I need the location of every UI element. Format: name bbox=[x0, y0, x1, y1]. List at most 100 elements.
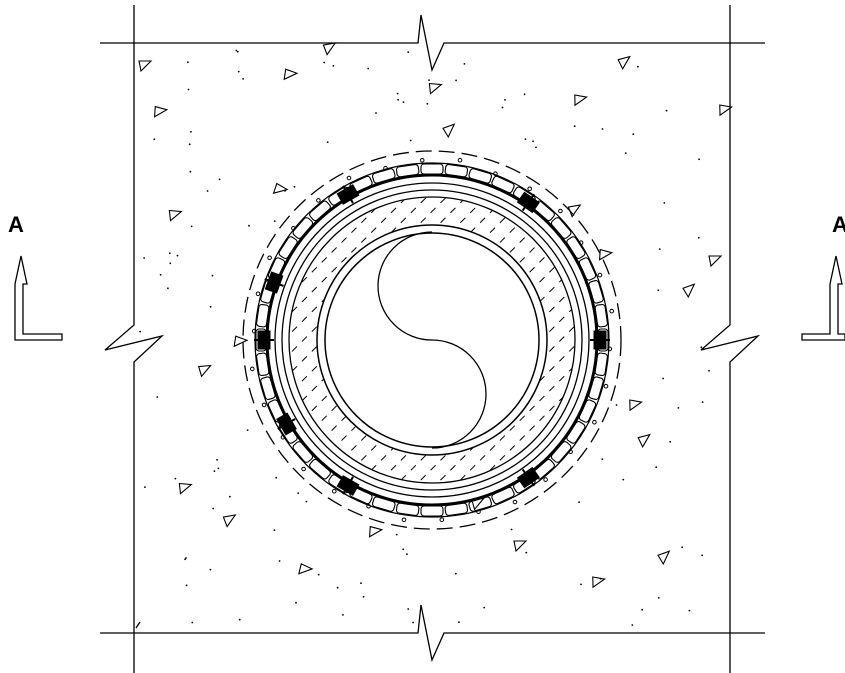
aggregate-speck bbox=[217, 467, 220, 470]
aggregate-speck bbox=[501, 106, 504, 109]
core-drill-outline bbox=[242, 150, 622, 530]
aggregate-speck bbox=[190, 225, 193, 228]
break-line-icon bbox=[700, 5, 761, 673]
aggregate-speck bbox=[535, 146, 537, 149]
aggregate-speck bbox=[624, 152, 627, 155]
sealant-dot bbox=[261, 402, 267, 408]
aggregate-speck bbox=[218, 178, 221, 181]
clamp bbox=[516, 466, 540, 489]
aggregate-stone bbox=[719, 104, 734, 117]
aggregate-stone bbox=[617, 55, 631, 70]
aggregate-speck bbox=[402, 548, 405, 551]
pipe-penetration bbox=[242, 150, 622, 530]
aggregate-speck bbox=[144, 486, 146, 488]
aggregate-speck bbox=[248, 224, 250, 227]
break-line-icon bbox=[104, 5, 165, 673]
aggregate-speck bbox=[504, 99, 506, 101]
clamp bbox=[264, 271, 284, 294]
sealant-dot bbox=[592, 419, 597, 425]
aggregate-speck bbox=[524, 138, 527, 141]
aggregate-stone bbox=[138, 60, 153, 73]
sealant-dot bbox=[346, 175, 352, 181]
section-marker-left: A bbox=[8, 212, 63, 341]
break-line-icon bbox=[100, 604, 765, 663]
sealant-dot bbox=[597, 272, 603, 278]
aggregate-speck bbox=[211, 274, 214, 277]
aggregate-speck bbox=[395, 533, 398, 536]
aggregate-speck bbox=[662, 377, 664, 380]
section-arrow-icon bbox=[14, 255, 63, 341]
aggregate-speck bbox=[159, 273, 162, 276]
clamp bbox=[276, 412, 297, 436]
aggregate-speck bbox=[367, 67, 370, 70]
clamp bbox=[590, 330, 610, 350]
aggregate-speck bbox=[641, 608, 644, 611]
aggregate-speck bbox=[580, 583, 582, 586]
aggregate-speck bbox=[688, 609, 691, 612]
aggregate-stone bbox=[168, 209, 183, 222]
aggregate-stone bbox=[637, 433, 651, 448]
aggregate-speck bbox=[510, 528, 513, 531]
aggregate-speck bbox=[681, 546, 684, 549]
sealant-dot bbox=[301, 466, 306, 472]
aggregate-speck bbox=[168, 252, 171, 255]
pipe-inner-wall bbox=[324, 232, 540, 448]
aggregate-speck bbox=[326, 141, 329, 144]
aggregate-stone bbox=[657, 550, 671, 566]
section-marker-right: A bbox=[801, 212, 845, 341]
clamp bbox=[336, 184, 360, 205]
aggregate-speck bbox=[615, 404, 618, 406]
aggregate-stone bbox=[629, 399, 644, 412]
clamp bbox=[254, 330, 274, 350]
aggregate-stone bbox=[442, 123, 456, 139]
aggregate-speck bbox=[525, 551, 528, 554]
aggregate-speck bbox=[632, 133, 635, 136]
aggregate-speck bbox=[238, 618, 241, 621]
aggregate-speck bbox=[483, 606, 486, 609]
aggregate-speck bbox=[407, 608, 410, 610]
aggregate-speck bbox=[191, 621, 194, 624]
aggregate-speck bbox=[184, 558, 187, 561]
aggregate-speck bbox=[332, 65, 335, 67]
aggregate-speck bbox=[578, 501, 580, 504]
aggregate-speck bbox=[143, 257, 146, 259]
aggregate-speck bbox=[174, 477, 177, 480]
aggregate-stone bbox=[513, 540, 528, 553]
aggregate-speck bbox=[523, 93, 526, 96]
aggregate-speck bbox=[412, 621, 414, 624]
collar-clamps bbox=[254, 184, 610, 496]
aggregate-speck bbox=[293, 185, 296, 188]
sealant-dot bbox=[419, 158, 425, 163]
collar-segment bbox=[420, 163, 444, 175]
aggregate-stone bbox=[197, 364, 212, 378]
aggregate-speck bbox=[212, 507, 215, 510]
aggregate-speck bbox=[697, 236, 700, 239]
aggregate-speck bbox=[273, 220, 276, 223]
sealant-dot bbox=[457, 157, 463, 163]
aggregate-speck bbox=[190, 130, 192, 133]
aggregate-speck bbox=[206, 190, 209, 192]
aggregate-speck bbox=[407, 51, 410, 53]
aggregate-speck bbox=[665, 109, 668, 112]
aggregate-speck bbox=[402, 101, 405, 103]
aggregate-speck bbox=[139, 330, 142, 333]
aggregate-speck bbox=[396, 92, 399, 95]
aggregate-speck bbox=[176, 254, 179, 257]
aggregate-speck bbox=[278, 560, 281, 562]
section-label-left: A bbox=[8, 212, 24, 237]
aggregate-speck bbox=[360, 582, 362, 585]
sealant-dot bbox=[527, 186, 533, 192]
aggregate-speck bbox=[406, 553, 408, 556]
aggregate-speck bbox=[185, 557, 187, 559]
aggregate-speck bbox=[275, 476, 278, 479]
aggregate-speck bbox=[213, 470, 216, 472]
aggregate-stone bbox=[283, 68, 299, 81]
aggregate-stone bbox=[272, 182, 289, 194]
aggregate-speck bbox=[305, 500, 308, 503]
aggregate-speck bbox=[601, 128, 604, 130]
aggregate-speck bbox=[188, 143, 191, 146]
sealant-dot bbox=[603, 383, 609, 389]
aggregate-speck bbox=[187, 88, 190, 91]
aggregate-speck bbox=[209, 568, 212, 571]
slab-outline bbox=[100, 5, 765, 673]
